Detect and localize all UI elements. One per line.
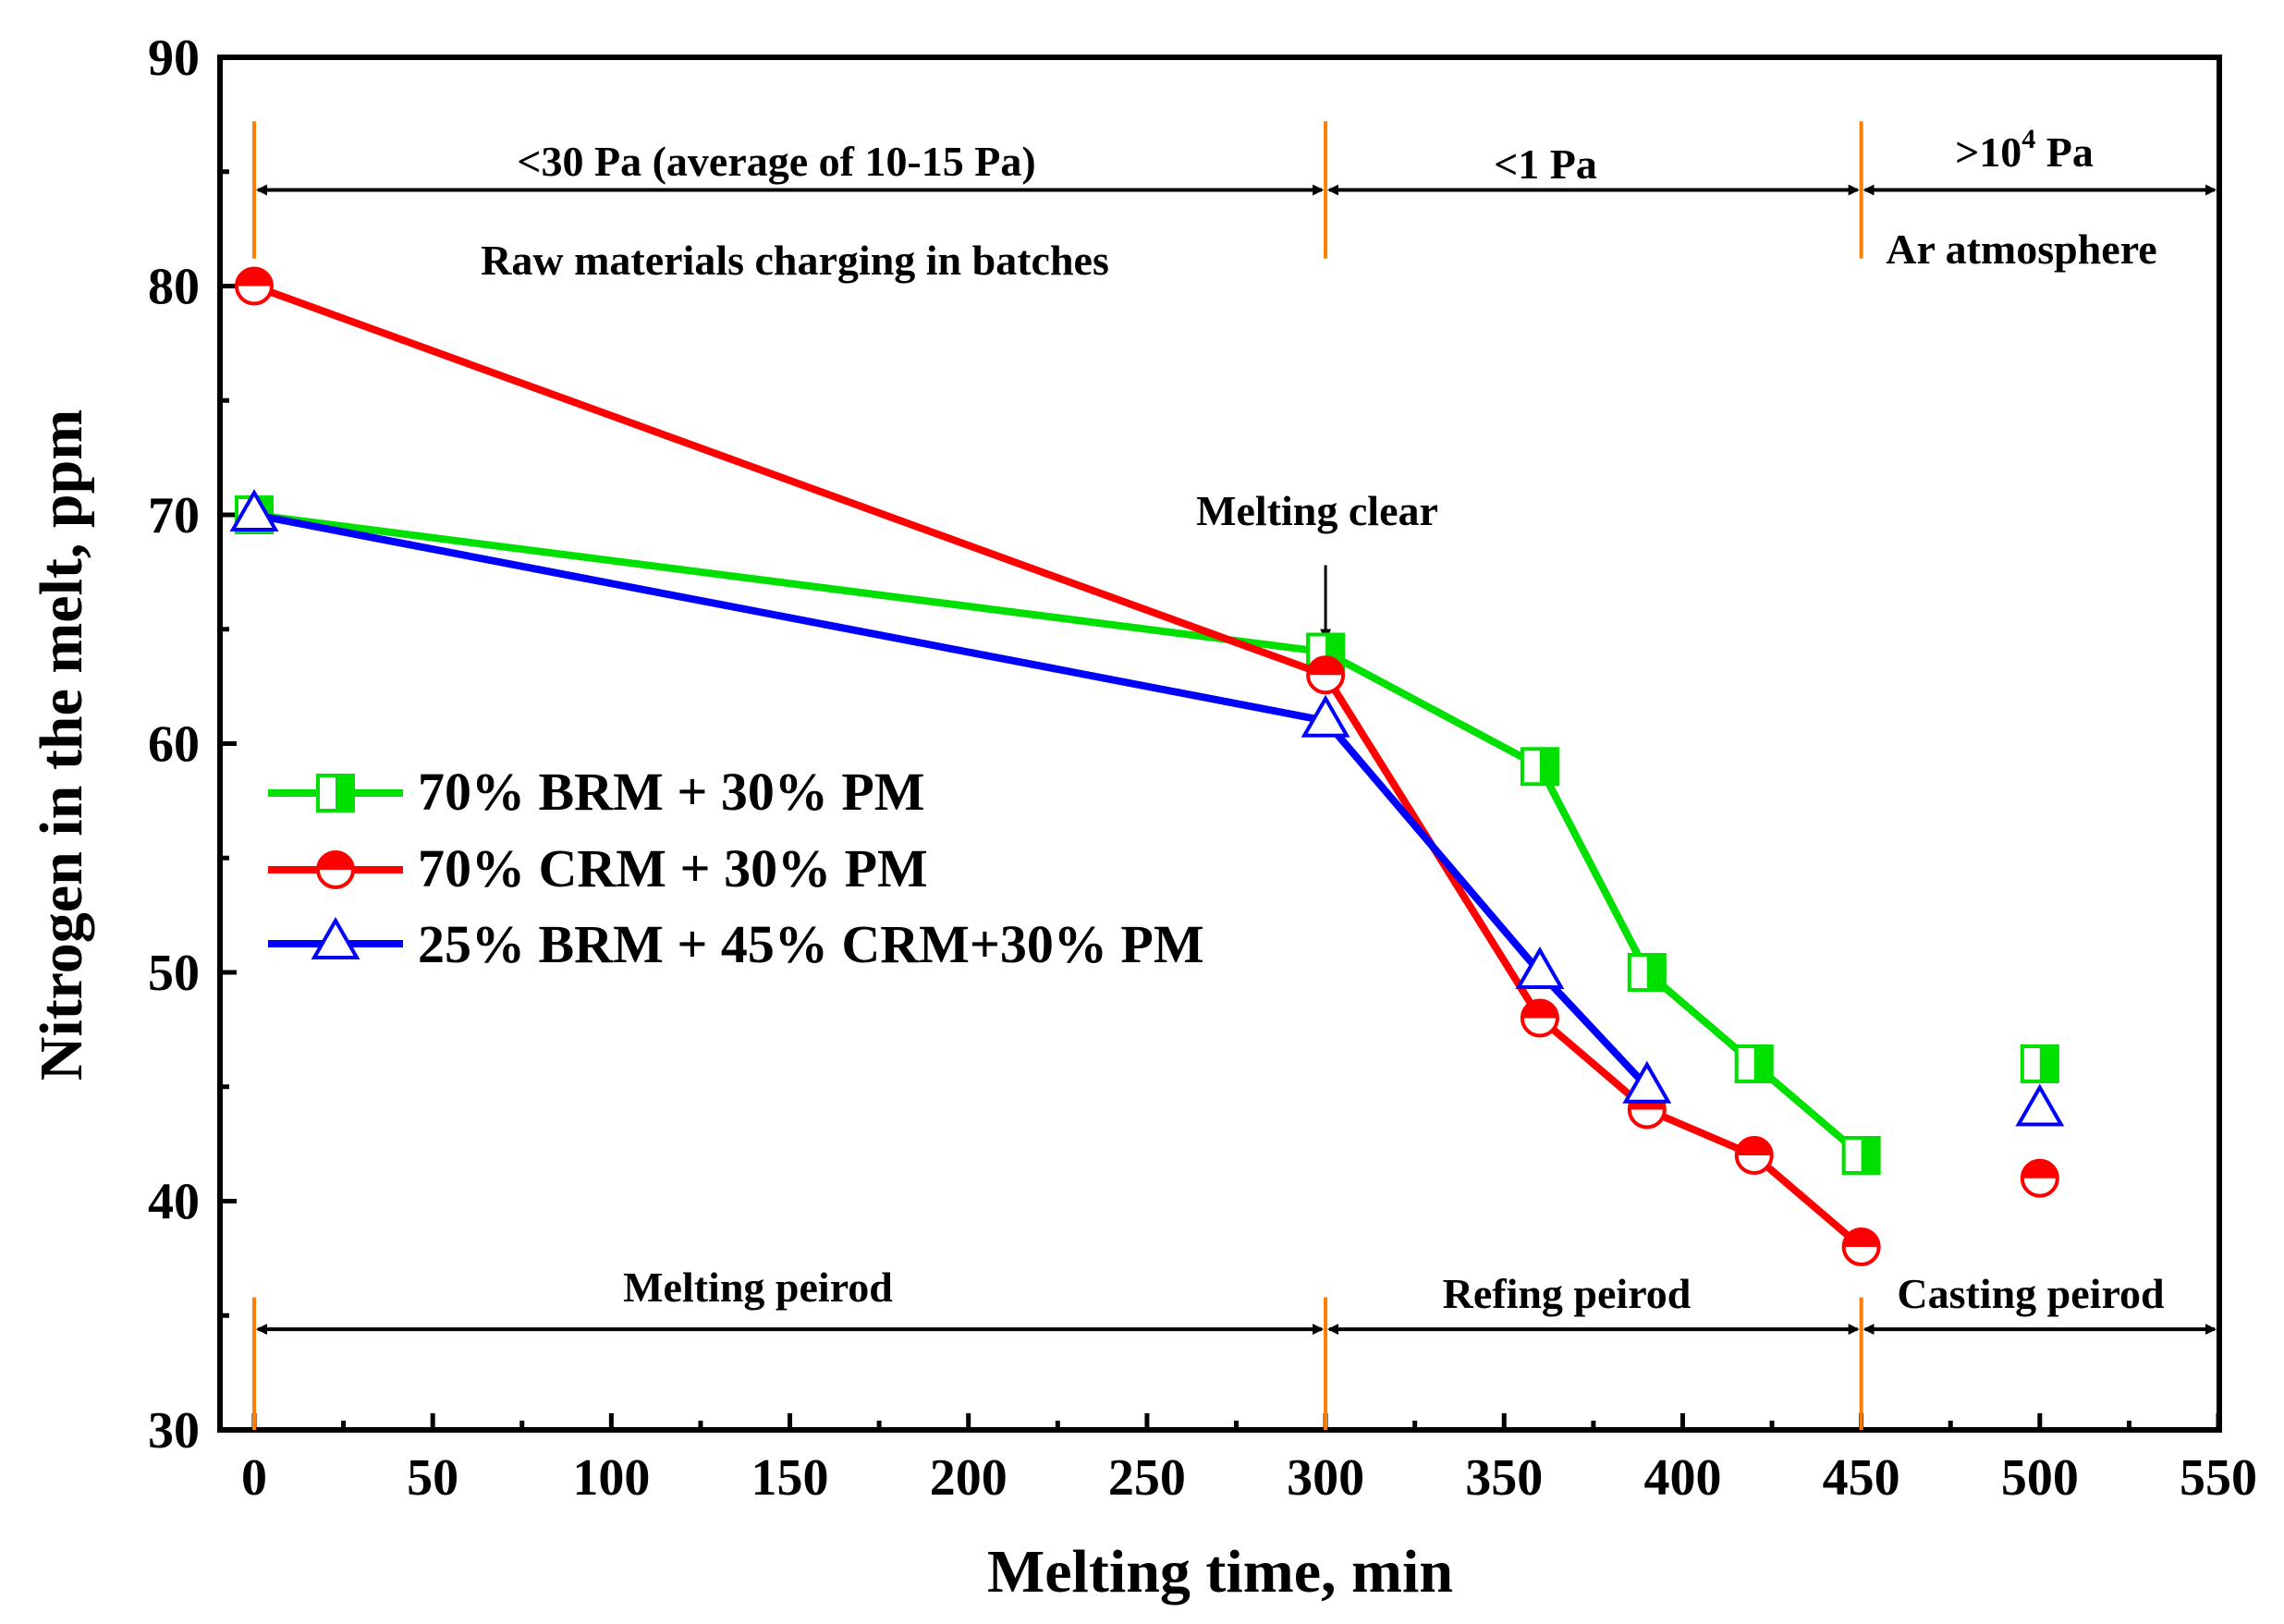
x-tick-label: 150 xyxy=(751,1449,829,1507)
period-boundaries xyxy=(252,121,1863,1430)
series-layer xyxy=(229,266,2065,1266)
point-marker-fill xyxy=(2039,1046,2058,1081)
y-tick-label: 60 xyxy=(148,716,200,774)
y-tick-label: 30 xyxy=(148,1402,200,1459)
x-tick-label: 300 xyxy=(1287,1449,1364,1507)
legend-marker-series-3 xyxy=(311,916,360,959)
pressure-annotations: <30 Pa (average of 10-15 Pa) <1 Pa >104 … xyxy=(256,124,2217,284)
y-tick-label: 90 xyxy=(148,30,200,87)
x-tick-label: 500 xyxy=(2001,1449,2079,1507)
point-marker-fill xyxy=(1521,1000,1557,1019)
pressure-label-3-exponent: 4 xyxy=(2021,124,2035,154)
series-1 xyxy=(235,495,2059,1175)
legend-label-series-3: 25% BRM + 45% CRM+30% PM xyxy=(418,914,1204,974)
series-line xyxy=(252,282,1864,1251)
data-point xyxy=(1734,1136,1774,1175)
point-marker-fill xyxy=(1843,1229,1879,1247)
legend: 70% BRM + 30% PM 70% CRM + 30% PM 25% BR… xyxy=(268,762,1204,974)
y-axis-label: Nitrogen in the melt, ppm xyxy=(28,409,95,1081)
period-label-refining: Refing peirod xyxy=(1443,1270,1692,1317)
y-tick-label: 40 xyxy=(148,1174,200,1231)
x-tick-label: 400 xyxy=(1643,1449,1721,1507)
x-tick-label: 50 xyxy=(407,1449,458,1507)
point-marker-fill xyxy=(1753,1046,1772,1081)
y-axis-ticks: 30 40 50 60 70 80 90 xyxy=(148,30,237,1459)
data-point xyxy=(1306,655,1346,695)
legend-item-series-2: 70% CRM + 30% PM xyxy=(268,838,928,898)
series-3 xyxy=(229,488,2065,1127)
pressure-label-3-unit: Pa xyxy=(2035,128,2094,176)
data-point xyxy=(1841,1227,1881,1266)
point-marker-fill xyxy=(1539,749,1557,785)
series-2 xyxy=(235,266,2059,1266)
y-tick-label: 70 xyxy=(148,487,200,544)
data-point xyxy=(1520,998,1559,1038)
legend-marker-series-1-fill xyxy=(336,775,353,811)
x-axis-label: Melting time, min xyxy=(987,1538,1453,1606)
x-tick-label: 100 xyxy=(572,1449,650,1507)
melting-clear-callout: Melting clear xyxy=(1196,487,1438,641)
callout-label: Melting clear xyxy=(1196,487,1438,534)
pressure-label-3: >104 Pa xyxy=(1955,124,2094,176)
data-point xyxy=(2020,1158,2059,1198)
point-marker-fill xyxy=(1861,1138,1879,1173)
stage-label-ar-atmosphere: Ar atmosphere xyxy=(1886,226,2156,273)
data-point xyxy=(1520,747,1559,787)
point-marker-fill xyxy=(237,268,272,287)
data-point xyxy=(2020,1044,2059,1083)
pressure-label-2: <1 Pa xyxy=(1494,140,1597,188)
pressure-label-3-base: >10 xyxy=(1955,128,2021,176)
y-tick-label: 50 xyxy=(148,945,200,1002)
data-point xyxy=(1515,946,1565,989)
x-tick-label: 250 xyxy=(1108,1449,1186,1507)
data-point xyxy=(2015,1083,2065,1127)
x-tick-label: 450 xyxy=(1823,1449,1900,1507)
period-label-casting: Casting peirod xyxy=(1897,1270,2165,1317)
legend-label-series-1: 70% BRM + 30% PM xyxy=(418,762,925,822)
point-marker-fill xyxy=(1646,955,1665,990)
point-marker-fill xyxy=(1736,1138,1772,1155)
legend-item-series-1: 70% BRM + 30% PM xyxy=(268,762,925,822)
point-marker-fill xyxy=(1308,657,1344,676)
x-tick-label: 550 xyxy=(2180,1449,2257,1507)
x-axis-ticks: 0 50 100 150 200 250 300 350 400 450 500 550 xyxy=(241,1413,2257,1507)
x-tick-label: 350 xyxy=(1465,1449,1543,1507)
legend-marker-series-2-fill xyxy=(318,852,353,870)
period-annotations: Melting peirod Refing peirod Casting pei… xyxy=(256,1264,2217,1336)
series-line xyxy=(253,511,1650,1090)
data-point xyxy=(1627,953,1667,992)
data-point xyxy=(1841,1136,1881,1175)
stage-label-charging: Raw materials charging in batches xyxy=(481,237,1109,284)
x-tick-label: 0 xyxy=(241,1449,267,1507)
legend-item-series-3: 25% BRM + 45% CRM+30% PM xyxy=(268,914,1204,974)
data-point xyxy=(235,266,274,306)
data-point xyxy=(229,488,279,531)
period-label-melting: Melting peirod xyxy=(623,1264,893,1311)
data-point xyxy=(1301,694,1350,738)
y-tick-label: 80 xyxy=(148,259,200,316)
data-point xyxy=(1622,1060,1672,1104)
data-point xyxy=(1734,1044,1774,1083)
x-tick-label: 200 xyxy=(930,1449,1008,1507)
point-marker-fill xyxy=(2021,1160,2058,1178)
legend-label-series-2: 70% CRM + 30% PM xyxy=(418,838,928,898)
pressure-label-1: <30 Pa (average of 10-15 Pa) xyxy=(517,138,1035,185)
